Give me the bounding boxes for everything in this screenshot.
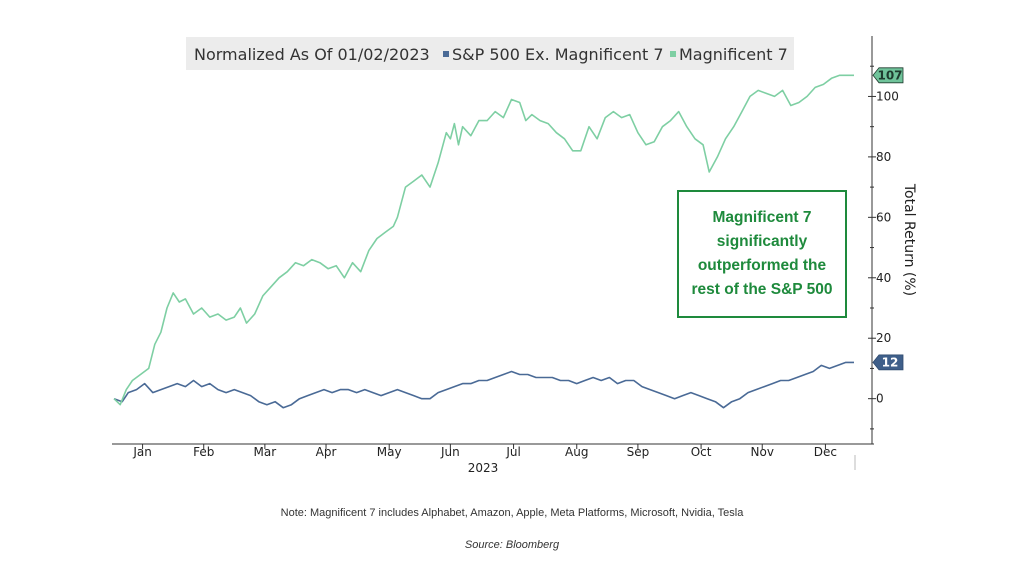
x-tick-label-sep: Sep (627, 445, 650, 459)
axes: 0 20 40 60 80 100 Jan Feb Mar Apr May Jun Jul Aug Sep O… (112, 36, 917, 475)
legend-background (186, 37, 794, 70)
y-tick-label: 20 (876, 331, 891, 345)
legend-label-sp500-ex-mag7: S&P 500 Ex. Magnificent 7 (452, 45, 664, 64)
series-line-mag7 (113, 74, 854, 406)
y-axis-title: Total Return (%) (901, 183, 917, 296)
x-axis-title: 2023 (468, 461, 499, 475)
source-credit: Source: Bloomberg (464, 539, 560, 551)
value-badge-label-sp500-ex-mag7: 12 (882, 355, 899, 369)
legend: Normalized As Of 01/02/2023 S&P 500 Ex. … (186, 37, 794, 70)
value-badge-label-mag7: 107 (877, 68, 902, 82)
legend-swatch-mag7 (670, 51, 676, 57)
legend-label-mag7: Magnificent 7 (679, 45, 788, 64)
annotation-text: Magnificent 7 significantly outperformed… (691, 209, 833, 298)
y-tick-label: 40 (876, 271, 891, 285)
x-tick-label-nov: Nov (751, 445, 774, 459)
x-tick-label-jun: Jun (440, 445, 460, 459)
x-tick-label-jul: Jul (505, 445, 520, 459)
legend-swatch-sp500-ex-mag7 (443, 51, 449, 57)
series-line-sp500-ex-mag7 (113, 361, 854, 409)
value-badge-mag7 (872, 67, 904, 84)
series-lines (113, 74, 854, 409)
x-tick-label-dec: Dec (814, 445, 837, 459)
y-tick-label: 0 (876, 392, 884, 406)
value-badge-sp500-ex-mag7 (872, 354, 904, 371)
footnote: Note: Magnificent 7 includes Alphabet, A… (280, 507, 744, 519)
value-badges: 12 107 (872, 67, 904, 371)
x-tick-label-may: May (377, 445, 402, 459)
y-tick-label: 60 (876, 210, 891, 224)
annotation-callout: Magnificent 7 significantly outperformed… (677, 190, 847, 318)
x-tick-label-mar: Mar (254, 445, 277, 459)
x-tick-label-jan: Jan (132, 445, 152, 459)
x-tick-label-apr: Apr (316, 445, 337, 459)
chart-title: Normalized As Of 01/02/2023 (194, 45, 430, 64)
x-tick-label-oct: Oct (691, 445, 712, 459)
x-tick-label-feb: Feb (193, 445, 214, 459)
y-tick-label: 80 (876, 150, 891, 164)
y-tick-label: 100 (876, 89, 899, 103)
x-tick-label-aug: Aug (565, 445, 588, 459)
